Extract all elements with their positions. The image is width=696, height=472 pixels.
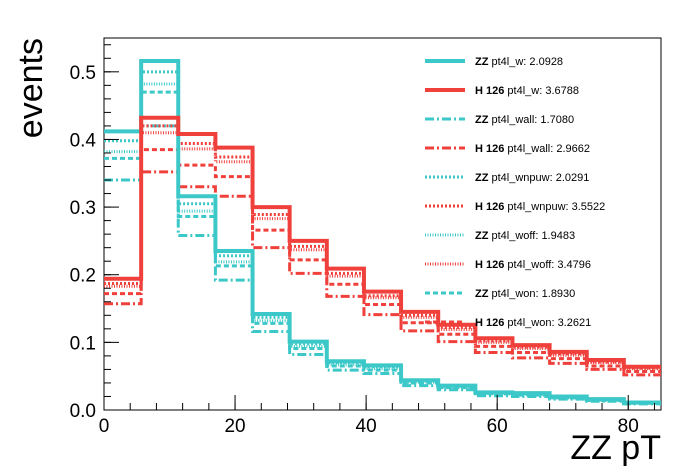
y-tick-label: 0.3 bbox=[70, 198, 96, 219]
y-axis-title: events bbox=[12, 38, 50, 138]
y-tick-label: 0.2 bbox=[70, 266, 96, 287]
legend-entry: ZZ pt4l_wall: 1.7080 bbox=[475, 114, 574, 126]
x-axis-title: ZZ pT bbox=[570, 429, 661, 467]
x-tick-label: 20 bbox=[224, 416, 245, 437]
y-tick-label: 0.5 bbox=[70, 63, 96, 84]
legend-entry: ZZ pt4l_won: 1.8930 bbox=[475, 288, 575, 300]
y-tick-label: 0.4 bbox=[70, 130, 97, 151]
y-tick-label: 0.1 bbox=[70, 333, 96, 354]
y-tick-label: 0.0 bbox=[70, 401, 96, 422]
legend-entry: ZZ pt4l_w: 2.0928 bbox=[475, 56, 563, 68]
x-tick-label: 0 bbox=[99, 416, 110, 437]
legend-entry: H 126 pt4l_wnpuw: 3.5522 bbox=[475, 201, 605, 213]
x-tick-label: 60 bbox=[487, 416, 508, 437]
legend-entry: ZZ pt4l_wnpuw: 2.0291 bbox=[475, 172, 589, 184]
x-tick-label: 40 bbox=[356, 416, 377, 437]
legend-entry: H 126 pt4l_wall: 2.9662 bbox=[475, 143, 590, 155]
legend-entry: H 126 pt4l_w: 3.6788 bbox=[475, 85, 579, 97]
legend-entry: H 126 pt4l_woff: 3.4796 bbox=[475, 259, 591, 271]
legend-entry: ZZ pt4l_woff: 1.9483 bbox=[475, 230, 575, 242]
legend-entry: H 126 pt4l_won: 3.2621 bbox=[475, 317, 591, 329]
